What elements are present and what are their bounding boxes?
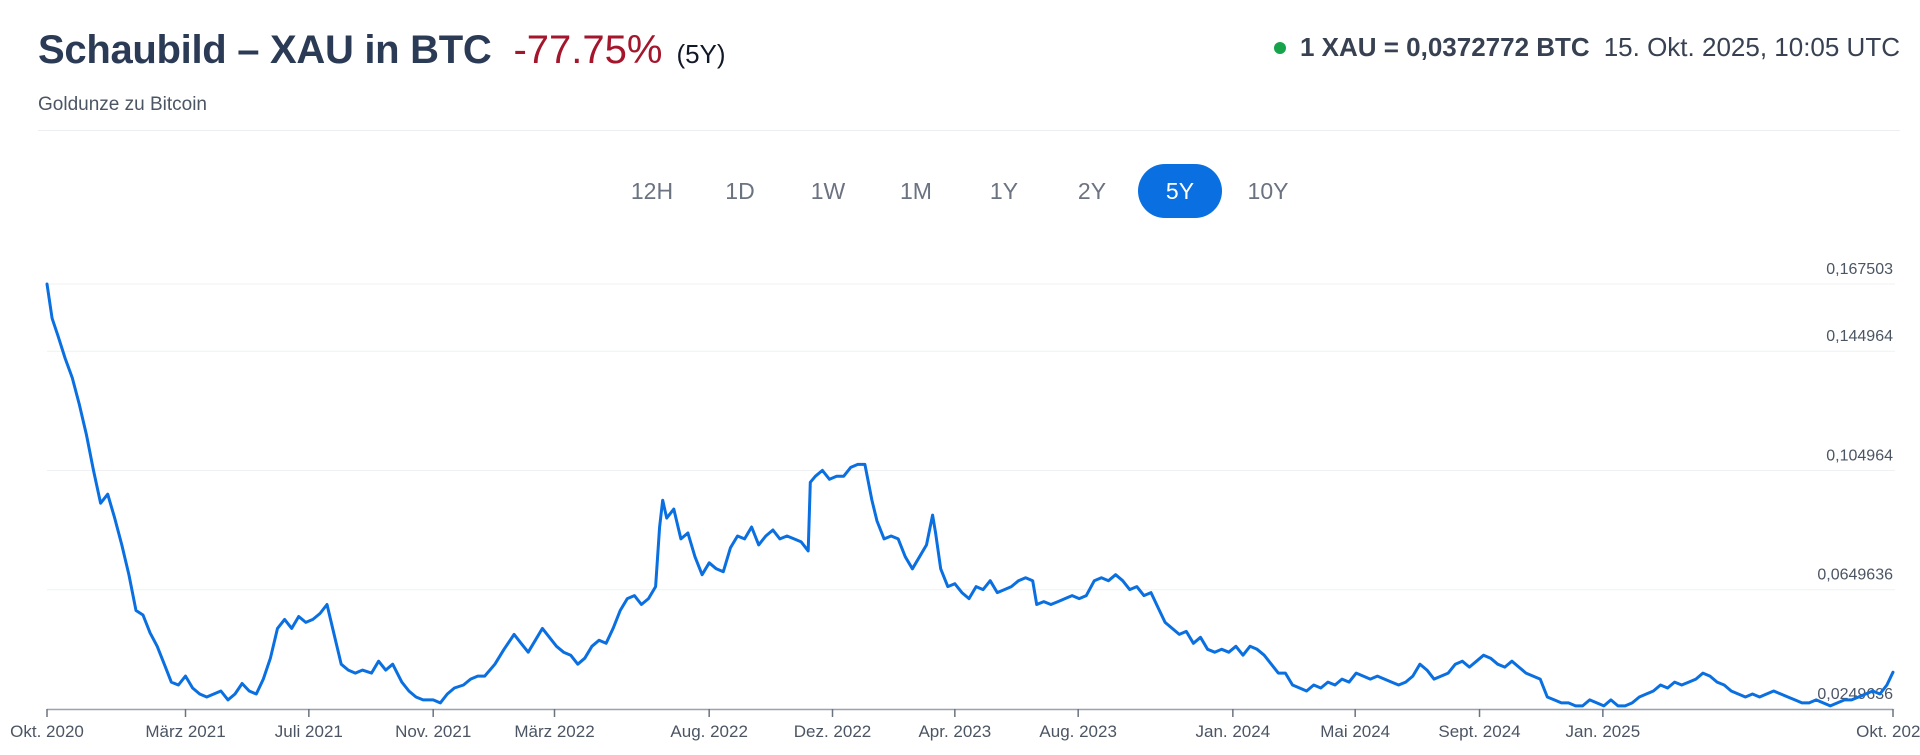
x-tick-label: März 2021 [145, 722, 225, 741]
y-tick-label: 0,0649636 [1817, 567, 1893, 584]
y-tick-label: 0,167503 [1826, 261, 1893, 278]
tab-2y[interactable]: 2Y [1077, 177, 1107, 204]
y-tick-label: 0,0249636 [1817, 686, 1893, 703]
x-tick-label: Jan. 2025 [1566, 722, 1641, 741]
header-divider [38, 130, 1900, 131]
title-row: Schaubild – XAU in BTC -77.75% (5Y) [38, 28, 726, 73]
period-label: (5Y) [676, 39, 726, 69]
x-tick-label: Aug. 2023 [1039, 722, 1117, 741]
x-tick-label: Sept. 2024 [1438, 722, 1520, 741]
price-chart[interactable]: 0,167503 0,144964 0,104964 0,0649636 0,02496… [0, 250, 1920, 755]
change-percent: -77.75% [513, 28, 663, 72]
x-tick-label: März 2022 [514, 722, 594, 741]
quote-value: 1 XAU = 0,0372772 BTC [1299, 32, 1590, 62]
chart-header: Schaubild – XAU in BTC -77.75% (5Y) Gold… [38, 24, 1900, 124]
x-tick-label: Jan. 2024 [1196, 722, 1271, 741]
x-tick-label: Okt. 2020 [10, 722, 84, 741]
x-tick-label: Aug. 2022 [670, 722, 748, 741]
subtitle: Goldunze zu Bitcoin [38, 94, 207, 115]
y-tick-label: 0,104964 [1826, 447, 1893, 464]
x-tick-label: Nov. 2021 [395, 722, 471, 741]
page-title: Schaubild – XAU in BTC [38, 28, 492, 72]
timeframe-tabs: 12H 1D 1W 1M 1Y 2Y 5Y 10Y [0, 164, 1920, 218]
live-quote: 1 XAU = 0,0372772 BTC 15. Okt. 2025, 10:… [1273, 32, 1900, 63]
tab-1m[interactable]: 1M [900, 177, 932, 204]
quote-timestamp: 15. Okt. 2025, 10:05 UTC [1603, 32, 1900, 62]
tab-12h[interactable]: 12H [630, 177, 674, 204]
x-tick-label: Okt. 2025 [1856, 722, 1920, 741]
tab-5y[interactable]: 5Y [1138, 164, 1222, 218]
x-tick-label: Dez. 2022 [794, 722, 872, 741]
x-tick-label: Mai 2024 [1320, 722, 1390, 741]
tab-10y[interactable]: 10Y [1247, 177, 1289, 204]
live-dot-icon [1273, 41, 1286, 54]
tab-1w[interactable]: 1W [810, 177, 846, 204]
tab-1y[interactable]: 1Y [989, 177, 1019, 204]
x-tick-label: Apr. 2023 [918, 722, 991, 741]
series-line [45, 282, 1895, 708]
y-tick-label: 0,144964 [1826, 328, 1893, 345]
tab-1d[interactable]: 1D [725, 177, 755, 204]
x-tick-label: Juli 2021 [275, 722, 343, 741]
